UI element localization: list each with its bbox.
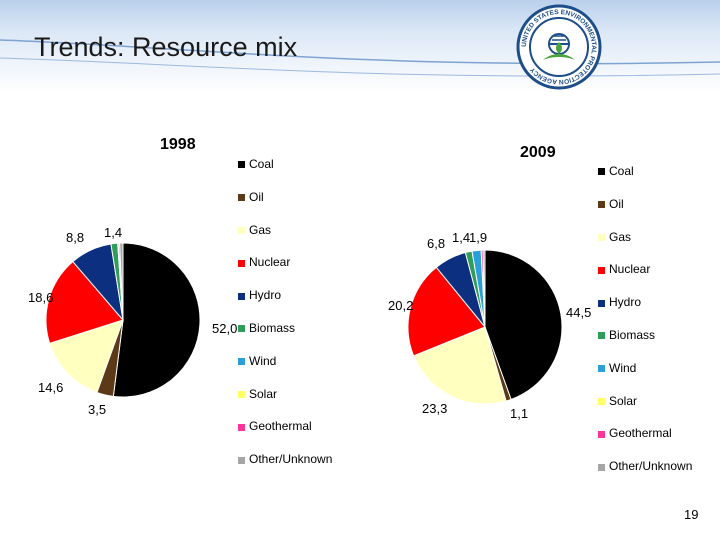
- legend-swatch: [238, 161, 245, 169]
- legend-swatch: [598, 299, 605, 307]
- legend-swatch: [598, 201, 605, 209]
- legend-item-1998-oil: Oil: [238, 190, 264, 204]
- legend-item-2009-biomass: Biomass: [598, 328, 655, 342]
- legend-label: Other/Unknown: [609, 459, 693, 474]
- pie-slice-2009-coal: [484, 249, 563, 401]
- legend-item-1998-coal: Coal: [238, 157, 274, 171]
- legend-item-2009-coal: Coal: [598, 164, 634, 178]
- pie-slice-2009-nuclear: [407, 266, 486, 357]
- legend-swatch: [598, 266, 605, 274]
- legend-label: Nuclear: [609, 262, 651, 277]
- pie-slice-1998-coal: [112, 242, 201, 398]
- legend-item-1998-wind: Wind: [238, 354, 276, 368]
- page-title: Trends: Resource mix: [34, 32, 298, 62]
- legend-swatch: [238, 194, 245, 202]
- legend-label: Other/Unknown: [249, 452, 333, 467]
- pie-slice-2009-other-unknown: [482, 249, 486, 328]
- legend-item-2009-other-unknown: Other/Unknown: [598, 459, 692, 473]
- legend-label: Geothermal: [609, 426, 672, 441]
- data-label-1998-0: 52,0: [212, 321, 238, 336]
- legend-swatch: [598, 233, 605, 241]
- pie-slice-1998-nuclear: [45, 260, 124, 344]
- data-label-2009-1: 1,1: [510, 406, 529, 421]
- pie-slice-1998-other-unknown: [119, 242, 124, 321]
- legend-swatch: [238, 390, 245, 398]
- legend-label: Wind: [249, 353, 277, 368]
- legend-item-1998-hydro: Hydro: [238, 288, 281, 302]
- data-label-1998-2: 14,6: [38, 380, 64, 395]
- legend-swatch: [598, 463, 605, 471]
- chart-title-2009: 2009: [520, 144, 556, 161]
- data-label-2009-2: 23,3: [422, 401, 448, 416]
- legend-swatch: [238, 259, 245, 267]
- legend-swatch: [598, 168, 605, 176]
- epa-seal-logo: UNITED STATES ENVIRONMENTAL PROTECTION A…: [516, 4, 602, 90]
- data-label-1998-1: 3,5: [88, 402, 107, 417]
- pie-slice-1998-gas: [48, 319, 124, 394]
- legend-label: Solar: [249, 386, 278, 401]
- legend-label: Wind: [609, 360, 637, 375]
- legend-item-2009-geothermal: Geothermal: [598, 426, 672, 440]
- legend-label: Gas: [609, 229, 632, 244]
- legend-label: Gas: [249, 222, 272, 237]
- data-label-2009-4: 6,8: [427, 236, 446, 251]
- legend-swatch: [238, 325, 245, 333]
- legend-label: Biomass: [609, 328, 656, 342]
- data-label-2009-6: 1,9: [469, 230, 488, 245]
- legend-item-2009-oil: Oil: [598, 197, 624, 211]
- chart-title-1998: 1998: [160, 136, 196, 153]
- legend-swatch: [238, 292, 245, 300]
- legend-swatch: [238, 423, 245, 431]
- legend-item-1998-solar: Solar: [238, 387, 277, 401]
- legend-swatch: [598, 430, 605, 438]
- data-label-2009-3: 20,2: [388, 298, 414, 313]
- data-label-1998-3: 18,6: [28, 290, 54, 305]
- legend-label: Biomass: [249, 321, 296, 335]
- legend-item-1998-gas: Gas: [238, 223, 271, 237]
- legend-label: Hydro: [609, 295, 642, 310]
- legend-item-1998-other-unknown: Other/Unknown: [238, 452, 332, 466]
- legend-label: Oil: [609, 196, 624, 211]
- legend-swatch: [238, 456, 245, 464]
- legend-label: Coal: [609, 164, 634, 178]
- legend-item-2009-nuclear: Nuclear: [598, 262, 650, 276]
- page-number: 19: [684, 507, 699, 522]
- legend-item-1998-nuclear: Nuclear: [238, 255, 290, 269]
- legend-swatch: [238, 226, 245, 234]
- data-label-1998-5: 1,4: [104, 225, 123, 240]
- legend-item-2009-wind: Wind: [598, 361, 636, 375]
- data-label-2009-5: 1,4: [452, 230, 471, 245]
- pie-slice-2009-gas: [412, 326, 507, 405]
- legend-item-1998-biomass: Biomass: [238, 321, 295, 335]
- legend-label: Solar: [609, 393, 638, 408]
- legend-swatch: [238, 358, 245, 366]
- legend-item-2009-hydro: Hydro: [598, 295, 641, 309]
- legend-item-1998-geothermal: Geothermal: [238, 419, 312, 433]
- legend-item-2009-solar: Solar: [598, 394, 637, 408]
- legend-swatch: [598, 365, 605, 373]
- legend-label: Oil: [249, 189, 264, 204]
- legend-label: Geothermal: [249, 419, 312, 434]
- legend-swatch: [598, 332, 605, 340]
- data-label-1998-4: 8,8: [66, 230, 85, 245]
- data-label-2009-0: 44,5: [566, 305, 592, 320]
- legend-label: Nuclear: [249, 255, 291, 270]
- legend-swatch: [598, 397, 605, 405]
- legend-label: Hydro: [249, 288, 282, 303]
- legend-label: Coal: [249, 157, 274, 171]
- legend-item-2009-gas: Gas: [598, 230, 631, 244]
